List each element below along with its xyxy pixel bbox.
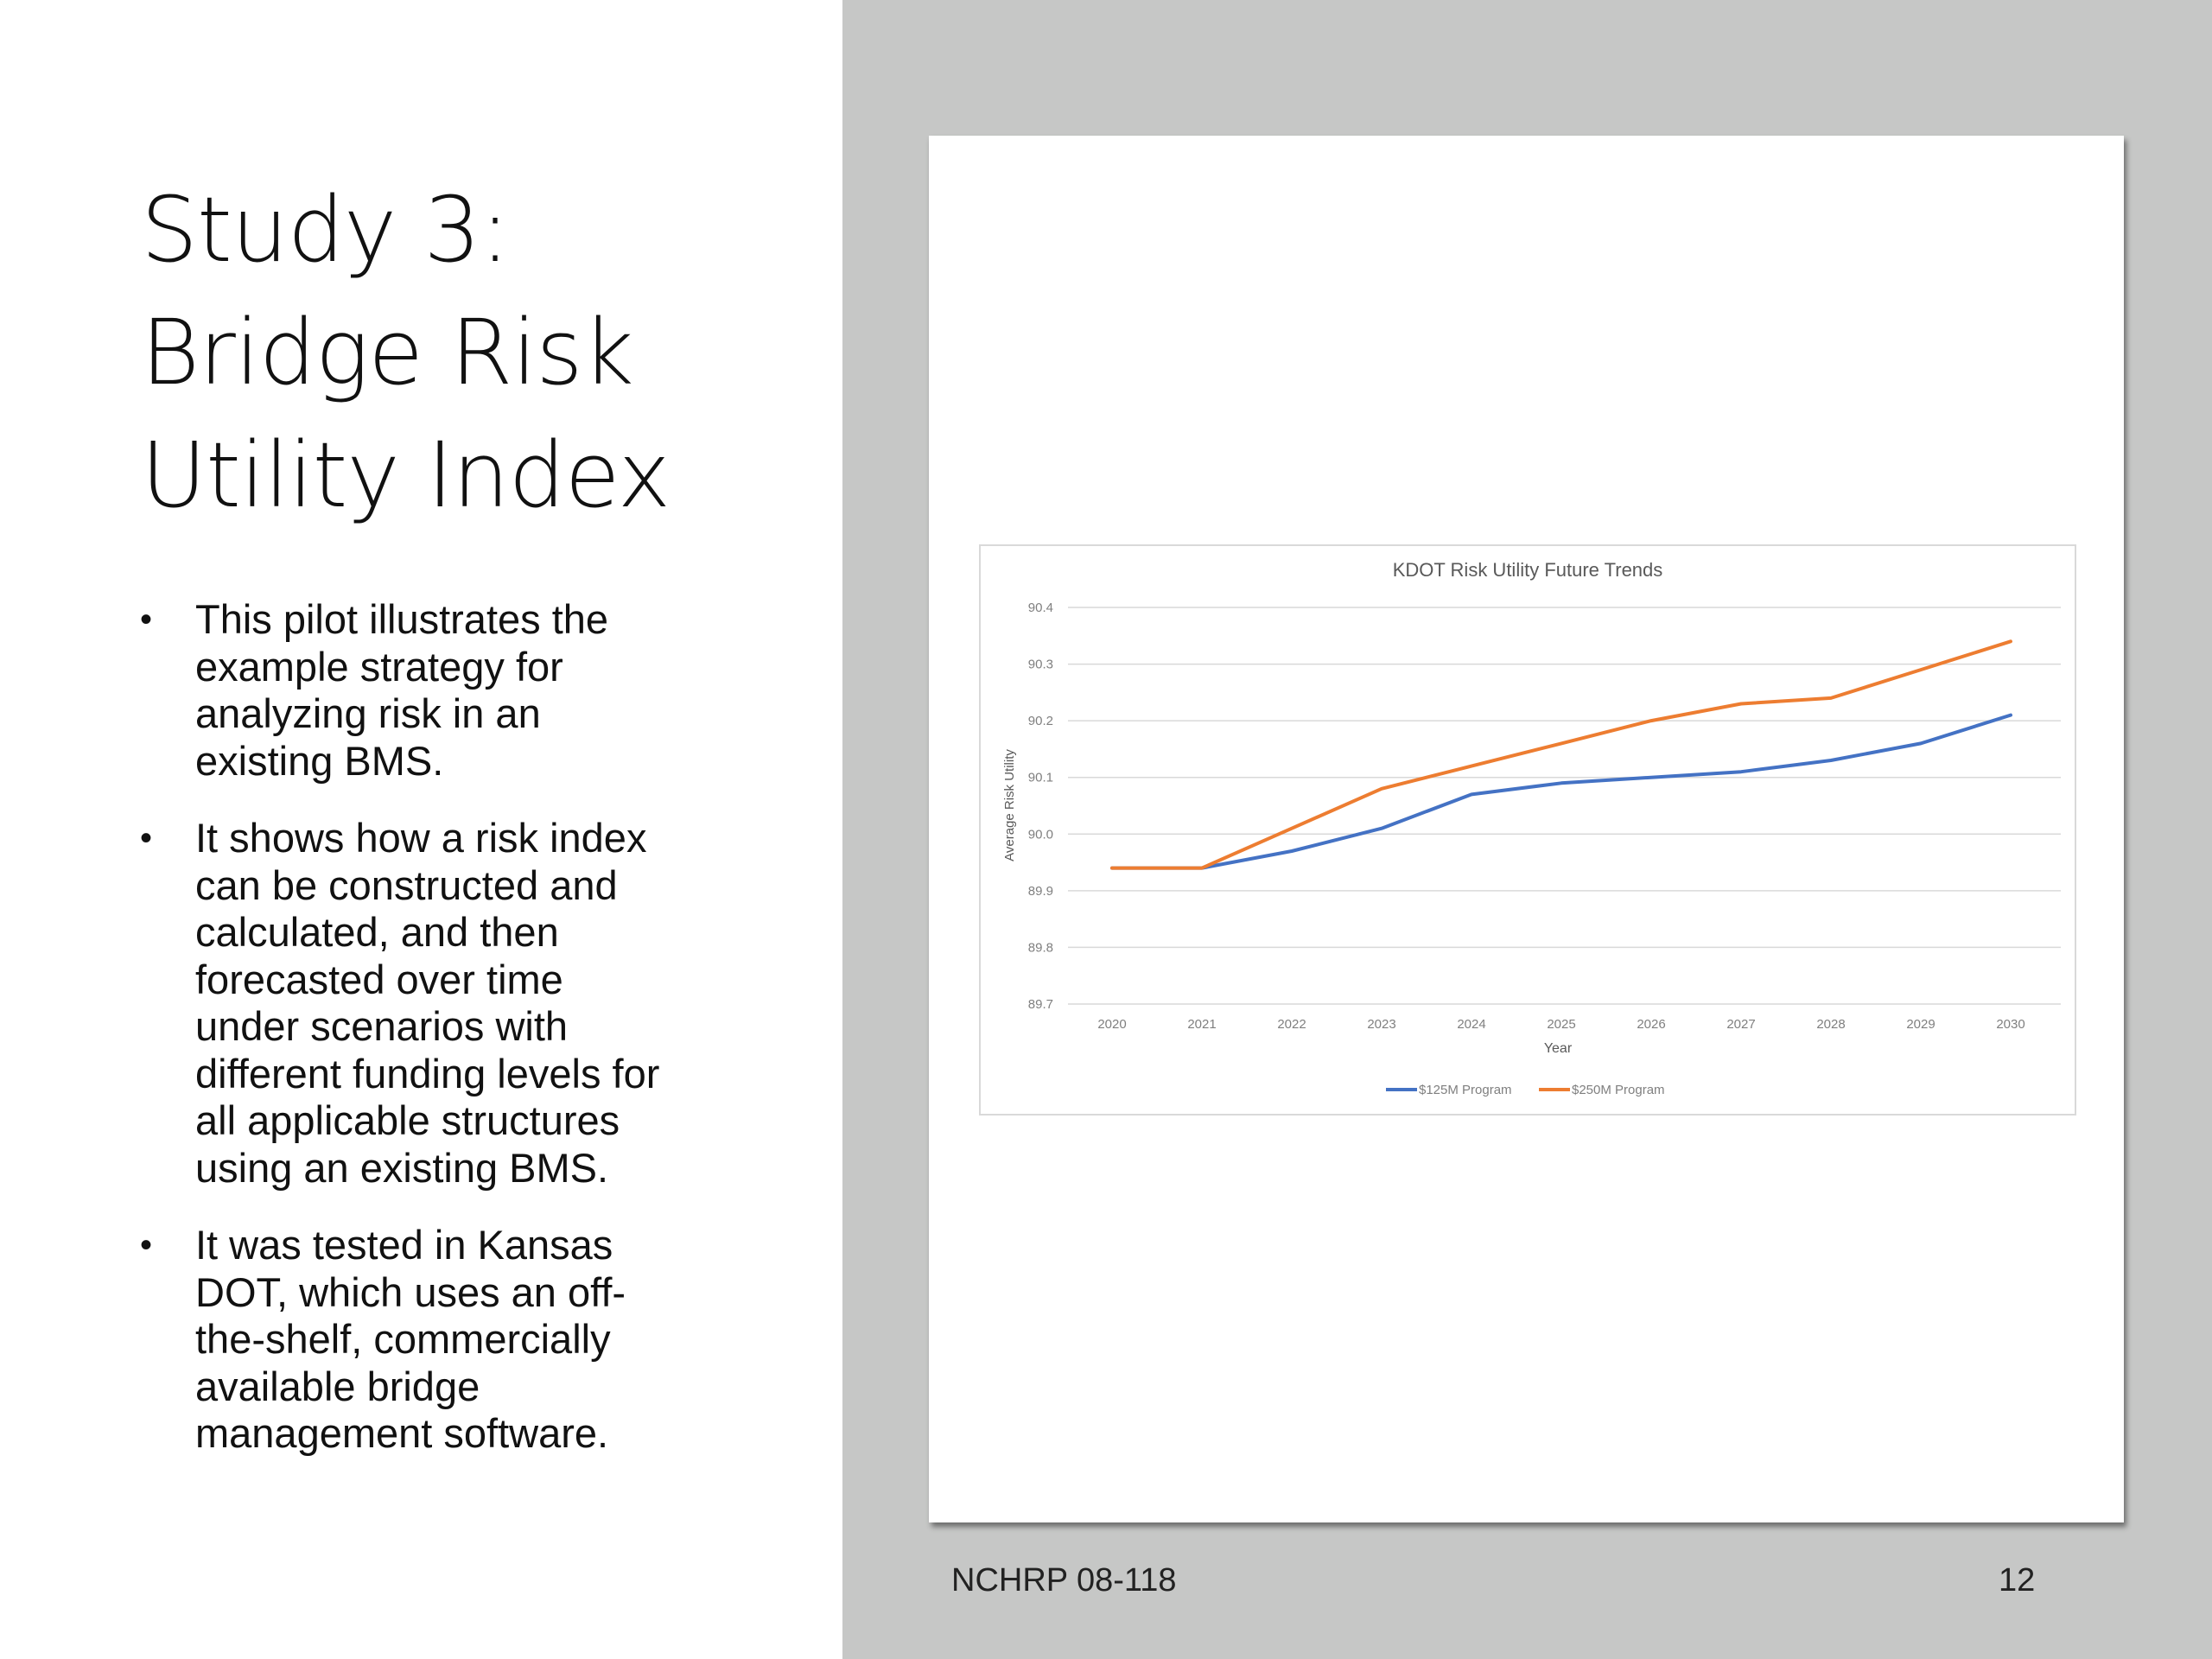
x-tick-label: 2028 [1816, 1017, 1845, 1032]
x-tick-label: 2026 [1637, 1017, 1665, 1032]
slide-title-line: Utility Index [141, 423, 671, 528]
y-tick-label: 89.8 [1028, 940, 1053, 955]
bullet-text-line: all applicable structures [195, 1097, 620, 1143]
y-tick-label: 89.7 [1028, 997, 1053, 1012]
x-axis-label: Year [1544, 1041, 1573, 1056]
y-tick-label: 90.1 [1028, 771, 1053, 785]
chart-frame: KDOT Risk Utility Future Trends 90.4 90.3 9… [979, 544, 2076, 1116]
bullet-text-line: DOT, which uses an off- [195, 1268, 626, 1315]
x-tick-label: 2021 [1187, 1017, 1216, 1032]
bullet-item: • It shows how a risk index can be constru… [138, 815, 830, 1192]
line-chart: KDOT Risk Utility Future Trends 90.4 90.3 9… [1002, 559, 2061, 1097]
bullet-text-line: It shows how a risk index [195, 815, 647, 861]
series-line-1 [1110, 639, 2012, 870]
y-tick-label: 90.2 [1028, 714, 1053, 728]
bullet-text-line: can be constructed and [195, 861, 618, 908]
bullet-item: • It was tested in Kansas DOT, which uses … [138, 1222, 830, 1458]
bullet-dot: • [140, 819, 153, 857]
bullet-dot: • [140, 1226, 153, 1264]
legend-label: $250M Program [1572, 1083, 1665, 1097]
bullet-text-line: It was tested in Kansas [195, 1222, 613, 1268]
y-axis-label: Average Risk Utility [1002, 749, 1017, 861]
slide-title: Study 3: Bridge Risk Utility Index [141, 168, 815, 537]
footer-project-id: NCHRP 08-118 [951, 1562, 1177, 1599]
bullet-item: • This pilot illustrates the example strat… [138, 596, 830, 785]
legend-label: $125M Program [1419, 1083, 1512, 1097]
bullet-text-line: under scenarios with [195, 1003, 569, 1049]
x-tick-label: 2023 [1367, 1017, 1395, 1032]
bullet-list: • This pilot illustrates the example strat… [138, 596, 830, 1488]
bullet-text-line: the-shelf, commercially [195, 1316, 611, 1362]
y-tick-label: 90.0 [1028, 827, 1053, 842]
bullet-text-line: available bridge [195, 1363, 480, 1409]
y-tick-label: 89.9 [1028, 884, 1053, 899]
bullet-text-line: analyzing risk in an [195, 690, 541, 736]
slide-left-pane: Study 3: Bridge Risk Utility Index • This… [0, 0, 842, 1659]
x-tick-label: 2027 [1726, 1017, 1755, 1032]
x-tick-label: 2022 [1277, 1017, 1306, 1032]
series-line-0 [1110, 713, 2012, 870]
x-tick-label: 2024 [1457, 1017, 1485, 1032]
bullet-dot: • [140, 601, 153, 639]
bullet-text-line: This pilot illustrates the [195, 596, 609, 642]
chart-title: KDOT Risk Utility Future Trends [1393, 559, 1663, 581]
slide-title-line: Study 3: [141, 177, 511, 283]
bullet-text-line: existing BMS. [195, 737, 444, 784]
bullet-text-line: calculated, and then [195, 909, 559, 955]
x-tick-label: 2030 [1996, 1017, 2024, 1032]
bullet-text-line: different funding levels for [195, 1050, 660, 1096]
slide-number: 12 [1999, 1562, 2036, 1599]
bullet-text-line: forecasted over time [195, 956, 563, 1002]
x-tick-label: 2020 [1097, 1017, 1126, 1032]
bullet-text-line: example strategy for [195, 643, 563, 690]
x-tick-label: 2029 [1906, 1017, 1935, 1032]
bullet-text-line: using an existing BMS. [195, 1144, 609, 1191]
y-tick-label: 90.4 [1028, 601, 1053, 615]
x-tick-label: 2025 [1547, 1017, 1575, 1032]
bullet-text-line: management software. [195, 1410, 609, 1456]
y-tick-label: 90.3 [1028, 658, 1053, 672]
slide-title-line: Bridge Risk [141, 300, 634, 405]
